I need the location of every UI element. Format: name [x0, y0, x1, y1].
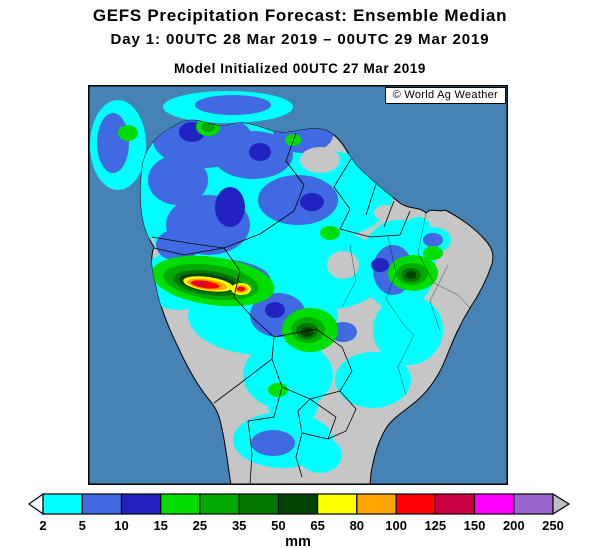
colorbar-segment [356, 493, 397, 515]
colorbar-tick-label: 125 [424, 518, 446, 533]
colorbar-segment [81, 493, 123, 515]
colorbar-segment [120, 493, 162, 515]
map-panel: © World Ag Weather [88, 85, 508, 485]
colorbar-tick-label: 2 [39, 518, 46, 533]
colorbar: 2 5 10 15 25 35 50 65 80 100 125 150 200… [27, 492, 571, 548]
precip-125-150 [195, 282, 207, 286]
colorbar-tick-label: 100 [385, 518, 407, 533]
page-title: GEFS Precipitation Forecast: Ensemble Me… [92, 6, 508, 25]
map-frame [88, 85, 508, 485]
model-init-label: Model Initialized 00UTC 27 Mar 2019 [173, 61, 427, 76]
south-america-map [88, 85, 508, 485]
colorbar-arrow-right [552, 492, 571, 516]
colorbar-segment [473, 493, 515, 515]
precip-10-15 [179, 122, 389, 318]
colorbar-segment [42, 493, 83, 515]
colorbar-arrow-left [27, 492, 44, 516]
colorbar-tick-label: 200 [503, 518, 525, 533]
colorbar-tick-label: 15 [153, 518, 167, 533]
colorbar-tick-label: 150 [464, 518, 486, 533]
country-borders [151, 132, 411, 485]
colorbar-tick-label: 25 [193, 518, 207, 533]
colorbar-segment [395, 493, 437, 515]
colorbar-tick-label: 10 [114, 518, 128, 533]
state-borders [341, 212, 471, 396]
colorbar-units-label: mm [285, 534, 311, 548]
colorbar-segment [199, 493, 240, 515]
colorbar-segment [277, 493, 319, 515]
colorbar-tick-label: 50 [271, 518, 285, 533]
colorbar-tick-label: 5 [79, 518, 86, 533]
colorbar-segment [513, 493, 554, 515]
colorbar-segment [317, 493, 358, 515]
colorbar-tick-label: 80 [350, 518, 364, 533]
colorbar-segment [238, 493, 280, 515]
dry-gaps [300, 147, 398, 279]
colorbar-segment [434, 493, 476, 515]
precip-layers [140, 120, 451, 473]
valid-period-label: Day 1: 00UTC 28 Mar 2019 – 00UTC 29 Mar … [110, 31, 490, 48]
colorbar-tick-label: 250 [542, 518, 564, 533]
colorbar-tick-label: 35 [232, 518, 246, 533]
colorbar-segment [160, 493, 201, 515]
colorbar-tick-label: 65 [310, 518, 324, 533]
credit-badge: © World Ag Weather [384, 87, 506, 104]
precip-ocean-15-25 [118, 125, 138, 141]
